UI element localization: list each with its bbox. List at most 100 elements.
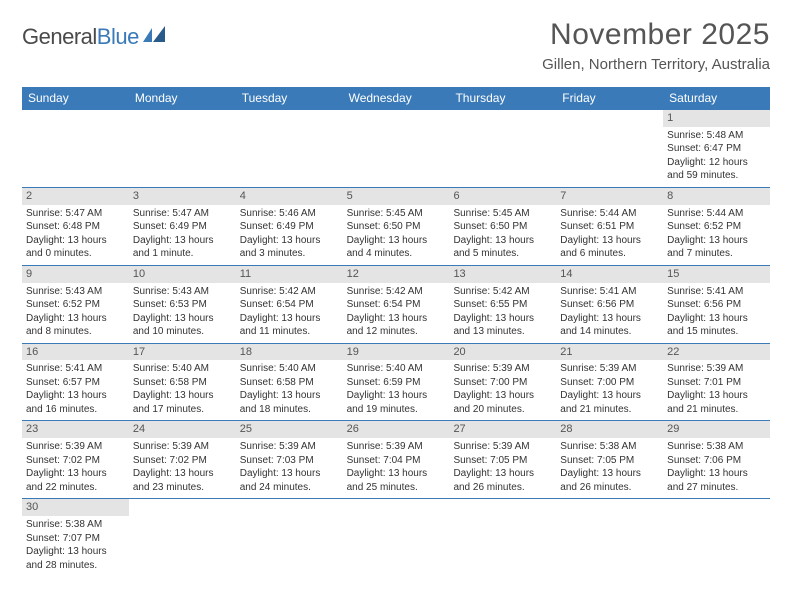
day-details: Sunrise: 5:41 AMSunset: 6:57 PMDaylight:…	[26, 362, 125, 416]
sunset-text: Sunset: 6:59 PM	[347, 376, 446, 390]
calendar-day-empty	[22, 110, 129, 187]
day-number: 5	[343, 188, 450, 205]
calendar-day: 23Sunrise: 5:39 AMSunset: 7:02 PMDayligh…	[22, 421, 129, 498]
day-details: Sunrise: 5:44 AMSunset: 6:52 PMDaylight:…	[667, 207, 766, 261]
sunrise-text: Sunrise: 5:45 AM	[453, 207, 552, 221]
daylight-text: Daylight: 13 hours and 7 minutes.	[667, 234, 766, 261]
sunrise-text: Sunrise: 5:46 AM	[240, 207, 339, 221]
calendar-week: 23Sunrise: 5:39 AMSunset: 7:02 PMDayligh…	[22, 421, 770, 499]
logo-flag-icon	[143, 26, 169, 42]
day-details: Sunrise: 5:47 AMSunset: 6:49 PMDaylight:…	[133, 207, 232, 261]
day-number: 9	[22, 266, 129, 283]
daylight-text: Daylight: 13 hours and 11 minutes.	[240, 312, 339, 339]
daylight-text: Daylight: 13 hours and 4 minutes.	[347, 234, 446, 261]
calendar-day: 8Sunrise: 5:44 AMSunset: 6:52 PMDaylight…	[663, 188, 770, 265]
daylight-text: Daylight: 13 hours and 18 minutes.	[240, 389, 339, 416]
sunrise-text: Sunrise: 5:40 AM	[133, 362, 232, 376]
sunrise-text: Sunrise: 5:43 AM	[133, 285, 232, 299]
calendar-day: 7Sunrise: 5:44 AMSunset: 6:51 PMDaylight…	[556, 188, 663, 265]
sunset-text: Sunset: 6:50 PM	[347, 220, 446, 234]
day-number: 27	[449, 421, 556, 438]
sunrise-text: Sunrise: 5:42 AM	[347, 285, 446, 299]
daylight-text: Daylight: 13 hours and 24 minutes.	[240, 467, 339, 494]
calendar-day: 3 Sunrise: 5:47 AMSunset: 6:49 PMDaylight…	[129, 188, 236, 265]
sunset-text: Sunset: 7:01 PM	[667, 376, 766, 390]
sunset-text: Sunset: 7:04 PM	[347, 454, 446, 468]
day-number: 3	[129, 188, 236, 205]
weekday-header: Wednesday	[343, 87, 450, 110]
calendar-day: 19Sunrise: 5:40 AMSunset: 6:59 PMDayligh…	[343, 344, 450, 421]
calendar-day: 30 Sunrise: 5:38 AMSunset: 7:07 PMDayligh…	[22, 499, 129, 576]
daylight-text: Daylight: 13 hours and 26 minutes.	[560, 467, 659, 494]
daylight-text: Daylight: 13 hours and 0 minutes.	[26, 234, 125, 261]
sunset-text: Sunset: 6:49 PM	[133, 220, 232, 234]
daylight-text: Daylight: 13 hours and 25 minutes.	[347, 467, 446, 494]
day-details: Sunrise: 5:39 AMSunset: 7:04 PMDaylight:…	[347, 440, 446, 494]
calendar-day-empty	[556, 110, 663, 187]
sunrise-text: Sunrise: 5:38 AM	[26, 518, 125, 532]
logo-part2: Blue	[97, 24, 139, 50]
day-number: 23	[22, 421, 129, 438]
sunrise-text: Sunrise: 5:40 AM	[240, 362, 339, 376]
sunset-text: Sunset: 6:47 PM	[667, 142, 766, 156]
sunset-text: Sunset: 6:51 PM	[560, 220, 659, 234]
day-number: 1	[663, 110, 770, 127]
sunrise-text: Sunrise: 5:44 AM	[667, 207, 766, 221]
calendar-day: 29Sunrise: 5:38 AMSunset: 7:06 PMDayligh…	[663, 421, 770, 498]
day-number: 30	[22, 499, 129, 516]
day-number: 16	[22, 344, 129, 361]
day-details: Sunrise: 5:40 AMSunset: 6:59 PMDaylight:…	[347, 362, 446, 416]
day-details: Sunrise: 5:43 AMSunset: 6:53 PMDaylight:…	[133, 285, 232, 339]
day-details: Sunrise: 5:40 AMSunset: 6:58 PMDaylight:…	[240, 362, 339, 416]
sunrise-text: Sunrise: 5:47 AM	[133, 207, 232, 221]
sunrise-text: Sunrise: 5:39 AM	[26, 440, 125, 454]
calendar-day-empty	[449, 110, 556, 187]
logo-part1: General	[22, 24, 97, 50]
day-number: 29	[663, 421, 770, 438]
day-details: Sunrise: 5:39 AMSunset: 7:01 PMDaylight:…	[667, 362, 766, 416]
sunrise-text: Sunrise: 5:39 AM	[347, 440, 446, 454]
sunrise-text: Sunrise: 5:39 AM	[453, 440, 552, 454]
daylight-text: Daylight: 13 hours and 13 minutes.	[453, 312, 552, 339]
daylight-text: Daylight: 13 hours and 21 minutes.	[667, 389, 766, 416]
day-number: 26	[343, 421, 450, 438]
weekday-header-row: SundayMondayTuesdayWednesdayThursdayFrid…	[22, 87, 770, 110]
day-details: Sunrise: 5:47 AMSunset: 6:48 PMDaylight:…	[26, 207, 125, 261]
weekday-header: Thursday	[449, 87, 556, 110]
sunset-text: Sunset: 6:48 PM	[26, 220, 125, 234]
sunset-text: Sunset: 7:05 PM	[453, 454, 552, 468]
day-number: 7	[556, 188, 663, 205]
calendar-day: 18Sunrise: 5:40 AMSunset: 6:58 PMDayligh…	[236, 344, 343, 421]
daylight-text: Daylight: 13 hours and 1 minute.	[133, 234, 232, 261]
calendar-day: 16Sunrise: 5:41 AMSunset: 6:57 PMDayligh…	[22, 344, 129, 421]
daylight-text: Daylight: 13 hours and 28 minutes.	[26, 545, 125, 572]
calendar-day: 13Sunrise: 5:42 AMSunset: 6:55 PMDayligh…	[449, 266, 556, 343]
day-details: Sunrise: 5:41 AMSunset: 6:56 PMDaylight:…	[667, 285, 766, 339]
day-number: 13	[449, 266, 556, 283]
calendar-day: 10Sunrise: 5:43 AMSunset: 6:53 PMDayligh…	[129, 266, 236, 343]
day-details: Sunrise: 5:38 AMSunset: 7:05 PMDaylight:…	[560, 440, 659, 494]
day-details: Sunrise: 5:45 AMSunset: 6:50 PMDaylight:…	[347, 207, 446, 261]
calendar-day: 1 Sunrise: 5:48 AMSunset: 6:47 PMDaylight…	[663, 110, 770, 187]
sunrise-text: Sunrise: 5:39 AM	[453, 362, 552, 376]
day-details: Sunrise: 5:41 AMSunset: 6:56 PMDaylight:…	[560, 285, 659, 339]
sunrise-text: Sunrise: 5:41 AM	[667, 285, 766, 299]
daylight-text: Daylight: 13 hours and 17 minutes.	[133, 389, 232, 416]
calendar-day: 24Sunrise: 5:39 AMSunset: 7:02 PMDayligh…	[129, 421, 236, 498]
daylight-text: Daylight: 13 hours and 21 minutes.	[560, 389, 659, 416]
sunrise-text: Sunrise: 5:38 AM	[667, 440, 766, 454]
day-number: 19	[343, 344, 450, 361]
weekday-header: Tuesday	[236, 87, 343, 110]
daylight-text: Daylight: 13 hours and 26 minutes.	[453, 467, 552, 494]
sunset-text: Sunset: 7:00 PM	[560, 376, 659, 390]
daylight-text: Daylight: 13 hours and 8 minutes.	[26, 312, 125, 339]
daylight-text: Daylight: 13 hours and 6 minutes.	[560, 234, 659, 261]
daylight-text: Daylight: 12 hours and 59 minutes.	[667, 156, 766, 183]
daylight-text: Daylight: 13 hours and 3 minutes.	[240, 234, 339, 261]
sunrise-text: Sunrise: 5:48 AM	[667, 129, 766, 143]
calendar-day-empty	[343, 499, 450, 576]
sunset-text: Sunset: 7:07 PM	[26, 532, 125, 546]
day-number: 20	[449, 344, 556, 361]
day-details: Sunrise: 5:40 AMSunset: 6:58 PMDaylight:…	[133, 362, 232, 416]
day-number: 22	[663, 344, 770, 361]
